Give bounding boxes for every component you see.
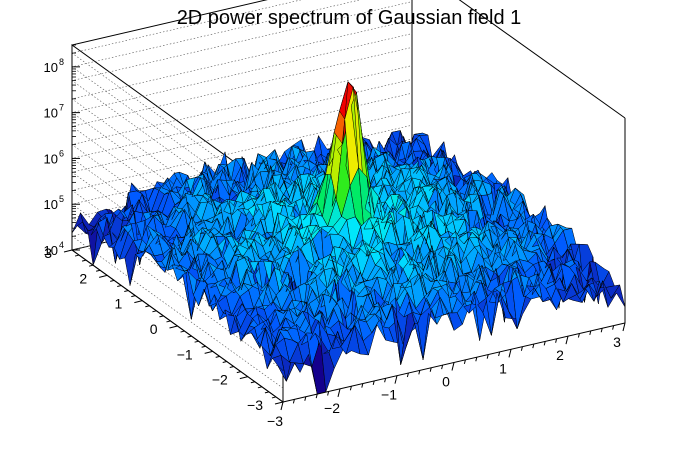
x-tick	[508, 349, 512, 358]
x-tick	[337, 388, 341, 397]
y-tick-label: −2	[212, 372, 228, 388]
y-minor-tick	[222, 360, 227, 363]
z-tick-exponent: 8	[59, 57, 64, 67]
y-minor-tick	[124, 290, 129, 293]
x-axis: −3 −2 −1 0 1 2 3	[267, 322, 626, 429]
x-minor-tick	[498, 351, 501, 357]
x-minor-tick	[600, 328, 603, 333]
chart-title: 2D power spectrum of Gaussian field 1	[177, 7, 522, 29]
x-tick-label: 1	[499, 360, 507, 376]
z-tick-exponent: 7	[59, 103, 64, 113]
x-tick-label: 2	[556, 347, 564, 363]
z-tick-exponent: 4	[59, 240, 64, 250]
x-minor-tick	[304, 396, 307, 401]
x-tick-label: −2	[324, 400, 340, 416]
x-minor-tick	[315, 393, 318, 399]
y-minor-tick	[201, 345, 206, 348]
x-minor-tick	[463, 359, 466, 364]
z-tick-label: 10	[44, 106, 58, 121]
y-tick-label: 1	[115, 296, 123, 312]
y-minor-tick	[194, 340, 199, 343]
x-minor-tick	[429, 367, 432, 372]
y-tick	[99, 274, 108, 278]
x-tick-label: −1	[381, 387, 397, 403]
y-minor-tick	[166, 320, 171, 323]
x-tick-label: 3	[613, 334, 621, 350]
x-minor-tick	[532, 343, 535, 349]
y-tick	[239, 376, 248, 380]
z-tick-exponent: 5	[59, 194, 64, 204]
y-minor-tick	[152, 310, 157, 313]
surface-cell	[610, 284, 626, 308]
x-tick-label: −3	[267, 413, 283, 429]
y-minor-tick	[131, 295, 136, 298]
y-minor-tick	[250, 381, 255, 384]
y-tick	[63, 249, 73, 253]
z-tick-label: 10	[44, 197, 58, 212]
frame-edge-top-right	[458, 0, 626, 119]
x-tick-label: 0	[442, 374, 450, 390]
x-minor-tick	[384, 378, 387, 383]
y-tick-label: 2	[79, 270, 87, 286]
y-minor-tick	[264, 391, 270, 394]
x-minor-tick	[589, 330, 592, 336]
y-minor-tick	[117, 284, 122, 287]
x-tick	[451, 362, 455, 371]
y-axis: −3 −2 −1 0 1 2 3	[44, 245, 284, 413]
y-tick-label: 3	[44, 245, 52, 261]
y-tick-label: 0	[150, 321, 158, 337]
surface-mesh	[71, 80, 626, 395]
y-tick	[169, 325, 178, 329]
z-tick-label: 10	[44, 60, 58, 75]
x-minor-tick	[520, 346, 523, 351]
x-minor-tick	[292, 399, 295, 404]
x-minor-tick	[486, 354, 489, 359]
y-minor-tick	[257, 386, 263, 389]
y-tick-label: −3	[247, 397, 263, 413]
x-minor-tick	[418, 370, 421, 375]
z-tick-label: 10	[44, 243, 58, 258]
y-tick-label: −1	[177, 346, 193, 362]
y-tick	[134, 300, 143, 304]
x-minor-tick	[475, 357, 478, 362]
y-minor-tick	[74, 254, 80, 257]
y-tick	[274, 401, 284, 405]
x-tick	[280, 401, 284, 411]
y-minor-tick	[187, 335, 192, 338]
x-minor-tick	[349, 386, 352, 391]
y-minor-tick	[81, 259, 87, 262]
x-tick	[565, 336, 569, 345]
x-minor-tick	[372, 380, 375, 386]
x-minor-tick	[327, 391, 330, 396]
z-tick-exponent: 6	[59, 148, 64, 158]
y-minor-tick	[96, 269, 101, 272]
y-minor-tick	[229, 366, 234, 369]
z-tick-label: 10	[44, 151, 58, 166]
y-minor-tick	[110, 279, 115, 282]
x-minor-tick	[577, 333, 580, 338]
x-minor-tick	[441, 365, 444, 370]
x-minor-tick	[406, 372, 409, 378]
y-minor-tick	[159, 315, 164, 318]
y-minor-tick	[88, 264, 94, 267]
x-tick	[394, 375, 398, 384]
x-tick	[622, 322, 626, 332]
y-minor-tick	[180, 330, 185, 333]
y-tick	[204, 350, 213, 354]
y-minor-tick	[215, 355, 220, 358]
x-minor-tick	[555, 338, 558, 343]
y-minor-tick	[271, 396, 277, 399]
x-minor-tick	[612, 325, 615, 330]
x-minor-tick	[543, 341, 546, 346]
x-minor-tick	[361, 383, 364, 388]
y-minor-tick	[236, 371, 241, 374]
y-minor-tick	[145, 305, 150, 308]
